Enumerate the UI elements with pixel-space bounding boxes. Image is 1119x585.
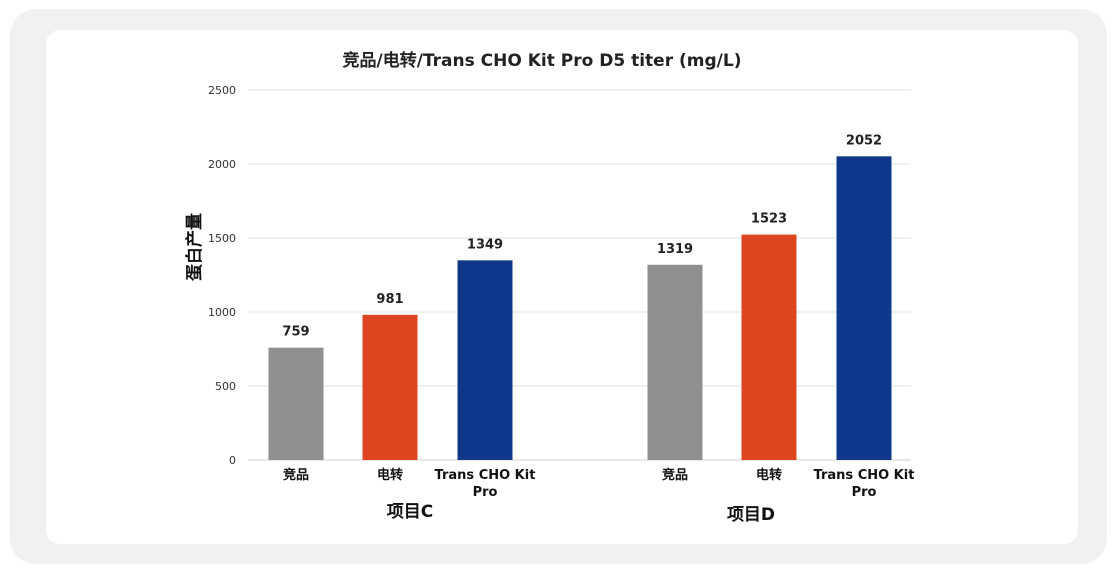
data-label: 2052 (846, 133, 882, 148)
category-label: Pro (473, 485, 498, 500)
gridlines (248, 89, 911, 461)
chart-card (46, 30, 1078, 544)
y-tick-label: 2000 (208, 158, 236, 171)
category-label: Pro (852, 485, 877, 500)
y-tick-label: 1000 (208, 306, 236, 319)
bar (268, 347, 324, 460)
group-labels: 项目C 项目D (387, 502, 775, 525)
data-label: 1523 (751, 212, 787, 227)
y-tick-label: 1500 (208, 232, 236, 245)
data-labels: 759 981 1349 1319 1523 2052 (282, 133, 882, 339)
data-label: 981 (376, 292, 403, 307)
bars (268, 156, 892, 460)
y-axis-label: 蛋白产量 (184, 213, 205, 281)
y-tick-label: 0 (229, 454, 236, 467)
category-labels: 竞品 电转 Trans CHO Kit Pro 竞品 电转 Trans CHO Kit Pro (283, 467, 914, 500)
bar (362, 314, 418, 460)
data-label: 1349 (467, 237, 503, 252)
bar (836, 156, 892, 460)
bar (457, 260, 513, 460)
y-tick-label: 2500 (208, 84, 236, 97)
chart-title: 竞品/电转/Trans CHO Kit Pro D5 titer (mg/L) (343, 50, 742, 71)
data-label: 759 (282, 325, 309, 340)
category-label: Trans CHO Kit (814, 468, 915, 483)
group-label: 项目D (727, 505, 775, 525)
y-tick-labels: 0 500 1000 1500 2000 2500 (208, 84, 236, 467)
category-label: 电转 (377, 467, 403, 483)
category-label: 竞品 (662, 467, 688, 483)
data-label: 1319 (657, 242, 693, 257)
category-label: 竞品 (283, 467, 309, 483)
category-label: Trans CHO Kit (435, 468, 536, 483)
bar (741, 234, 797, 460)
category-label: 电转 (756, 467, 782, 483)
group-label: 项目C (387, 502, 433, 522)
bar (647, 264, 703, 460)
y-tick-label: 500 (215, 380, 236, 393)
